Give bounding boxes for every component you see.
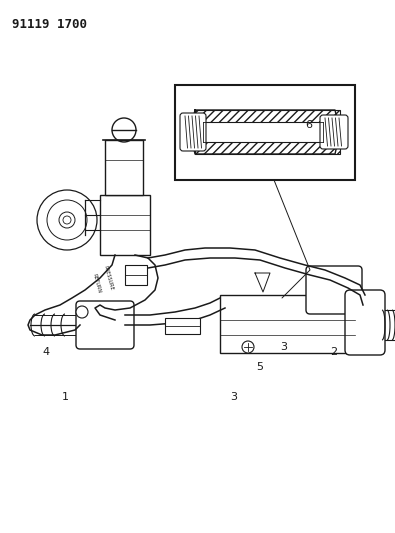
Bar [195,122,325,142]
Polygon shape [190,110,340,154]
Text: 1: 1 [62,392,69,402]
Bar [100,195,150,255]
Circle shape [63,216,71,224]
Text: 5: 5 [256,362,263,372]
Text: 91119 1700: 91119 1700 [12,18,87,31]
Text: 4: 4 [42,347,49,357]
Bar [125,265,147,285]
Circle shape [76,306,88,318]
FancyBboxPatch shape [76,301,134,349]
Bar [165,318,200,334]
FancyBboxPatch shape [306,266,362,314]
Text: RETURN: RETURN [92,273,102,293]
Text: 6: 6 [305,120,312,130]
Text: 3: 3 [280,342,287,352]
FancyBboxPatch shape [345,290,385,355]
FancyBboxPatch shape [320,115,348,149]
Bar [220,295,355,353]
Text: 2: 2 [330,347,337,357]
Text: PRESSURE: PRESSURE [102,265,114,291]
Text: 3: 3 [230,392,237,402]
Circle shape [242,341,254,353]
FancyBboxPatch shape [180,113,206,151]
Bar [105,140,143,195]
Bar [175,85,355,180]
Bar [195,110,340,154]
